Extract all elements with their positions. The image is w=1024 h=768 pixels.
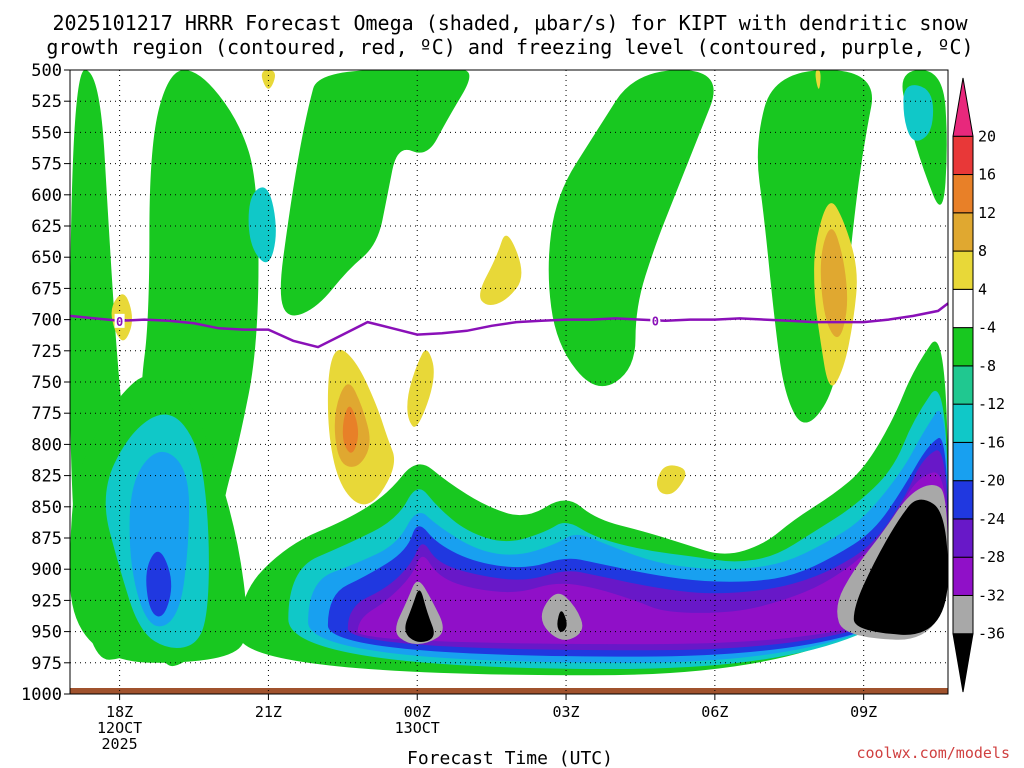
ytick-label-800: 800: [31, 435, 62, 455]
xtick-label-30-0: 06Z: [701, 703, 728, 721]
omega-region-2: [280, 70, 470, 316]
colorbar-label--24: -24: [978, 510, 1005, 528]
omega-region-21: [405, 590, 434, 643]
colorbar-band-10: [952, 250, 974, 290]
colorbar-label--36: -36: [978, 625, 1005, 643]
colorbar-label-12: 12: [978, 204, 996, 222]
omega-region-8: [248, 187, 276, 263]
colorbar-band-6: [952, 403, 974, 443]
ytick-label-725: 725: [31, 342, 62, 362]
omega-region-4: [757, 70, 873, 423]
colorbar: -36 -32 -28 -24 -20 -16 -12 -8 -4 4 8 12 16 20: [952, 77, 1005, 693]
freezing-level-label-1: 0: [652, 314, 659, 328]
colorbar-band-3: [952, 518, 974, 558]
ytick-label-675: 675: [31, 279, 62, 299]
chart-title-line-2: growth region (contoured, red, ºC) and f…: [46, 35, 973, 59]
ytick-label-925: 925: [31, 591, 62, 611]
ytick-label-575: 575: [31, 155, 62, 175]
colorbar-label-20: 20: [978, 127, 996, 145]
xtick-label-18-2: 2025: [102, 735, 138, 753]
ytick-label-875: 875: [31, 529, 62, 549]
colorbar-band-5: [952, 441, 974, 482]
ytick-label-850: 850: [31, 498, 62, 518]
colorbar-band-7: [952, 365, 974, 405]
colorbar-band-13: [952, 135, 974, 176]
ytick-label-1000: 1000: [21, 685, 62, 705]
omega-region-11: [903, 85, 934, 141]
colorbar-band-8: [952, 327, 974, 367]
ytick-label-825: 825: [31, 467, 62, 487]
colorbar-band-11: [952, 212, 974, 252]
omega-region-17: [357, 472, 948, 645]
chart-title-line-1: 2025101217 HRRR Forecast Omega (shaded, …: [52, 11, 968, 35]
ytick-label-600: 600: [31, 186, 62, 206]
xtick-label-24-0: 00Z: [404, 703, 431, 721]
colorbar-label-16: 16: [978, 166, 996, 184]
omega-region-31: [815, 70, 821, 89]
colorbar-label--16: -16: [978, 433, 1005, 451]
ytick-label-625: 625: [31, 217, 62, 237]
colorbar-label--32: -32: [978, 586, 1005, 604]
credit-label: coolwx.com/models: [856, 744, 1010, 762]
xtick-label-18-0: 18Z: [106, 703, 133, 721]
omega-region-33: [820, 229, 848, 338]
xtick-label-21-0: 21Z: [255, 703, 282, 721]
colorbar-label--4: -4: [978, 319, 996, 337]
omega-region-34: [342, 406, 359, 453]
omega-region-14: [146, 551, 172, 617]
colorbar-label--20: -20: [978, 472, 1005, 490]
plot-area: [70, 70, 949, 694]
omega-region-22: [557, 611, 567, 632]
colorbar-label-8: 8: [978, 242, 987, 260]
gridlines: [70, 70, 948, 694]
colorbar-arrow-min: [952, 633, 974, 693]
ytick-label-975: 975: [31, 654, 62, 674]
xtick-label-24-1: 13OCT: [395, 719, 440, 737]
omega-region-28: [480, 235, 522, 306]
colorbar-band-2: [952, 556, 974, 596]
omega-region-23: [853, 499, 948, 635]
terrain-strip: [70, 688, 948, 694]
ytick-label-950: 950: [31, 623, 62, 643]
colorbar-label--12: -12: [978, 395, 1005, 413]
ytick-label-900: 900: [31, 560, 62, 580]
colorbar-band-9: [952, 288, 974, 329]
colorbar-label-4: 4: [978, 280, 987, 298]
ytick-label-550: 550: [31, 123, 62, 143]
ytick-label-700: 700: [31, 311, 62, 331]
colorbar-band-4: [952, 480, 974, 520]
omega-region-29: [656, 465, 686, 495]
freezing-level-label-0: 0: [116, 315, 123, 329]
colorbar-arrow-max: [952, 77, 974, 137]
ytick-label-525: 525: [31, 92, 62, 112]
ytick-label-650: 650: [31, 248, 62, 268]
x-axis-label: Forecast Time (UTC): [407, 748, 613, 768]
ytick-label-500: 500: [31, 61, 62, 81]
xtick-label-33-0: 09Z: [850, 703, 877, 721]
xtick-label-27-0: 03Z: [552, 703, 579, 721]
colorbar-label--8: -8: [978, 357, 996, 375]
freezing-label-bg-1: [650, 313, 661, 328]
ytick-label-775: 775: [31, 404, 62, 424]
omega-region-12: [129, 451, 190, 627]
freezing-level-line: [69, 302, 949, 349]
colorbar-label--28: -28: [978, 548, 1005, 566]
omega-region-3: [548, 70, 714, 387]
omega-region-27: [407, 350, 434, 427]
freezing-label-bg-0: [114, 313, 125, 328]
omega-region-24: [261, 70, 276, 89]
ytick-label-750: 750: [31, 373, 62, 393]
xtick-label-18-1: 12OCT: [97, 719, 142, 737]
colorbar-band-12: [952, 174, 974, 214]
axes: 500 525 550 575 600 625 650 675 700 725 750 775 800 8…: [21, 61, 949, 753]
colorbar-band-1: [952, 594, 974, 635]
